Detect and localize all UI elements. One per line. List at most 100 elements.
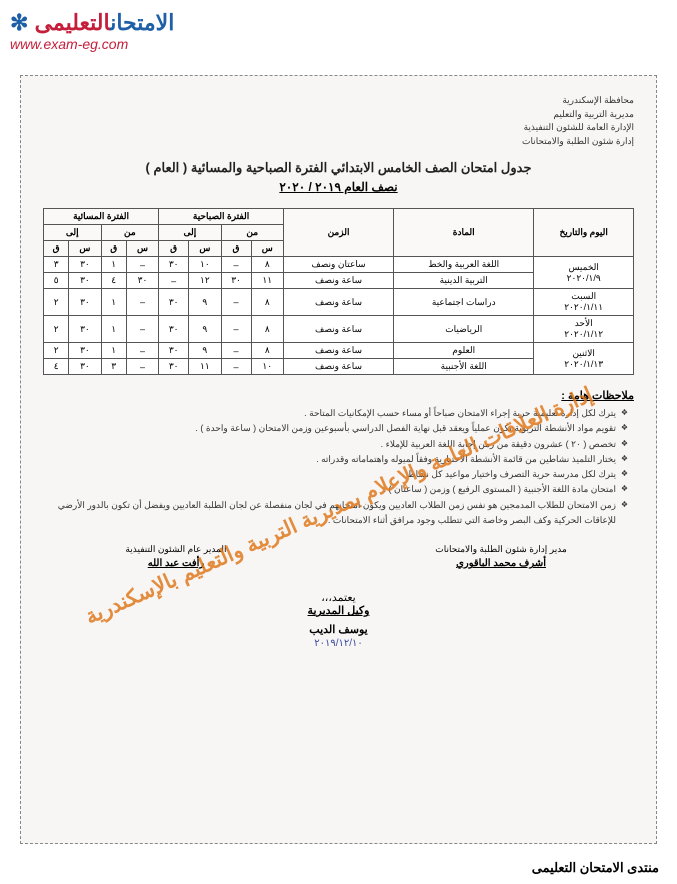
cell: ساعة ونصف [283,359,393,375]
approve-date: ٢٠١٩/١٢/١٠ [43,638,634,649]
cell: ٣٠ [69,273,101,289]
th-subject: المادة [394,209,534,257]
cell: ٨ [251,316,283,343]
cell: ٤ [44,359,69,375]
doc-subtitle: نصف العام ٢٠١٩ / ٢٠٢٠ [43,180,634,194]
cell-day: الأحد٢٠٢٠/١/١٢ [534,316,634,343]
th-h: س [189,241,221,257]
org-line: الإدارة العامة للشئون التنفيذية [43,121,634,135]
note-item: يترك لكل مدرسة حرية التصرف واختيار مواعي… [43,467,628,482]
th-m: ق [159,241,189,257]
cell-day: الخميس٢٠٢٠/١/٩ [534,257,634,289]
th-day: اليوم والتاريخ [534,209,634,257]
sig-name: رأفت عبد الله [43,558,309,569]
cell: ١ [101,316,126,343]
note-item: يختار التلميذ نشاطين من قائمة الأنشطة ال… [43,452,628,467]
cell: ١ [101,257,126,273]
th-h: س [251,241,283,257]
th-morning: الفترة الصباحية [159,209,284,225]
note-item: تخصص ( ٢٠ ) عشرون دقيقة من زمن إجابة الل… [43,437,628,452]
cell: اللغة العربية والخط [394,257,534,273]
th-m: ق [101,241,126,257]
logo-text-2: التعليمى [35,10,111,35]
cell: ساعة ونصف [283,343,393,359]
cell: ١ [101,289,126,316]
org-line: محافظة الإسكندرية [43,94,634,108]
note-item: يترك لكل إدارة تعليمية حرية إجراء الامتح… [43,406,628,421]
sig-title: المدير عام الشئون التنفيذية [43,544,309,555]
cell: ٤ [101,273,126,289]
cell-day: السبت٢٠٢٠/١/١١ [534,289,634,316]
th-h: س [69,241,101,257]
cell: ساعتان ونصف [283,257,393,273]
logo-icon: ✻ [10,10,28,35]
org-line: إدارة شئون الطلبة والامتحانات [43,135,634,149]
table-row: الخميس٢٠٢٠/١/٩اللغة العربية والخطساعتان … [44,257,634,273]
cell: ٣٠ [221,273,251,289]
cell: ١١ [251,273,283,289]
cell: ٩ [189,316,221,343]
doc-title: جدول امتحان الصف الخامس الابتدائي الفترة… [43,160,634,176]
cell: – [159,273,189,289]
org-header: محافظة الإسكندرية مديرية التربية والتعلي… [43,94,634,148]
cell: ١٢ [189,273,221,289]
cell: ٥ [44,273,69,289]
cell: ١٠ [189,257,221,273]
cell: ٣٠ [159,257,189,273]
cell: – [221,289,251,316]
notes-title: ملاحظات هامة : [43,389,634,402]
document-frame: محافظة الإسكندرية مديرية التربية والتعلي… [20,75,657,844]
cell: ٣٠ [159,316,189,343]
notes-section: ملاحظات هامة : يترك لكل إدارة تعليمية حر… [43,389,634,528]
cell: – [126,359,158,375]
th-h: س [126,241,158,257]
cell: ٩ [189,343,221,359]
cell: ٣٠ [69,359,101,375]
th-m: ق [221,241,251,257]
cell: – [126,343,158,359]
cell: ساعة ونصف [283,289,393,316]
cell: – [126,316,158,343]
sig-title: مدير إدارة شئون الطلبة والامتحانات [368,544,634,555]
cell: ٣٠ [126,273,158,289]
cell: التربية الدينية [394,273,534,289]
approve-role: وكيل المديرية [43,604,634,617]
table-row: الاثنين٢٠٢٠/١/١٣العلومساعة ونصف٨–٩٣٠–١٣٠… [44,343,634,359]
table-row: السبت٢٠٢٠/١/١١دراسات اجتماعيةساعة ونصف٨–… [44,289,634,316]
cell: – [221,316,251,343]
note-item: تقويم مواد الأنشطة التربوية يكون عملياً … [43,421,628,436]
note-item: امتحان مادة اللغة الأجنبية ( المستوى الر… [43,482,628,497]
cell: ١ [101,343,126,359]
approve-label: يعتمد،،، [43,591,634,604]
cell: ساعة ونصف [283,273,393,289]
cell: – [221,343,251,359]
th-from: من [221,225,283,241]
cell: – [221,257,251,273]
cell: ٨ [251,343,283,359]
cell: ٣ [44,257,69,273]
schedule-table: اليوم والتاريخ المادة الزمن الفترة الصبا… [43,208,634,375]
cell: ٢ [44,289,69,316]
sig-name: أشرف محمد الباقوري [368,558,634,569]
cell: ٣٠ [159,289,189,316]
cell: ٢ [44,343,69,359]
footer-forum: منتدى الامتحان التعليمى [532,860,659,876]
cell: ٣٠ [69,289,101,316]
cell: – [126,257,158,273]
table-row: الأحد٢٠٢٠/١/١٢الرياضياتساعة ونصف٨–٩٣٠–١٣… [44,316,634,343]
cell: ٣٠ [69,343,101,359]
approve-name: يوسف الديب [43,623,634,636]
cell: ٩ [189,289,221,316]
cell: ٨ [251,257,283,273]
th-from: من [101,225,159,241]
sig-right: مدير إدارة شئون الطلبة والامتحانات أشرف … [368,544,634,569]
sig-left: المدير عام الشئون التنفيذية رأفت عبد الل… [43,544,309,569]
cell: العلوم [394,343,534,359]
th-evening: الفترة المسائية [44,209,159,225]
cell: ٣٠ [69,316,101,343]
cell: ٣٠ [159,359,189,375]
cell: – [221,359,251,375]
cell: ٣٠ [69,257,101,273]
th-to: إلى [44,225,102,241]
note-item: زمن الامتحان للطلاب المدمجين هو نفس زمن … [43,498,628,529]
